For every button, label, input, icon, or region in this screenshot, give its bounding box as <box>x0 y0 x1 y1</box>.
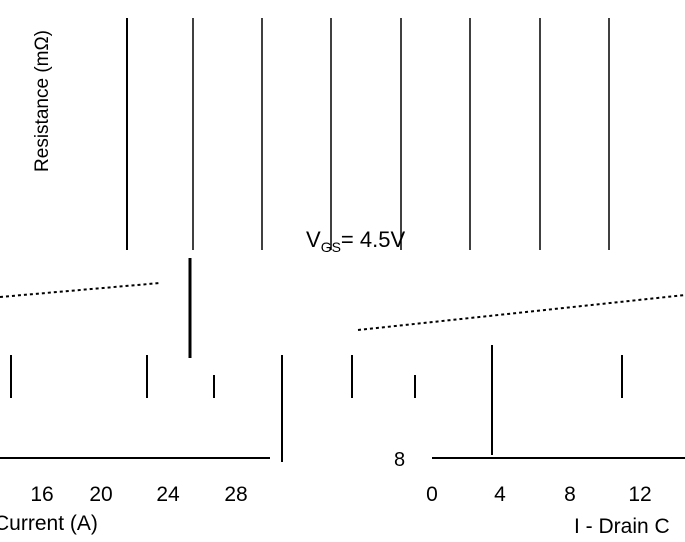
br-x-tick-label-4: 4 <box>494 483 506 506</box>
vgs-annotation-value: = 4.5V <box>341 227 406 252</box>
bl-x-tick-labels: 16 20 24 28 <box>30 483 247 506</box>
bl-x-axis-label: Current (A) <box>0 512 98 535</box>
drain-chart-fragment: 8 0 4 8 12 I - Drain C <box>351 294 685 538</box>
y-axis-label: Resistance (mΩ) <box>32 30 53 172</box>
br-x-tick-label-0: 0 <box>426 483 438 506</box>
bl-x-tick-label-24: 24 <box>156 483 180 506</box>
vgs-annotation-sub: GS <box>321 239 341 255</box>
br-curve-fragment <box>357 294 685 331</box>
bl-x-tick-label-20: 20 <box>89 483 112 506</box>
resistance-chart: 16182022 Resistance (mΩ) VGS= 4.5V <box>32 18 610 255</box>
grid-lines <box>192 18 610 250</box>
bl-x-tick-label-16: 16 <box>30 483 53 506</box>
vgs-annotation-v: V <box>306 227 321 252</box>
vgs-annotation: VGS= 4.5V <box>306 227 405 255</box>
bl-x-tick-label-28: 28 <box>224 483 247 506</box>
br-y-tick-partial: 8 <box>394 449 405 471</box>
br-x-tick-label-12: 12 <box>628 483 651 506</box>
br-x-tick-labels: 0 4 8 12 <box>426 483 652 506</box>
bl-curve-fragment <box>0 282 161 298</box>
br-x-axis-label: I - Drain C <box>574 515 670 538</box>
br-x-tick-label-8: 8 <box>564 483 576 506</box>
current-chart-fragment: 16 20 24 28 Current (A) <box>0 258 283 535</box>
